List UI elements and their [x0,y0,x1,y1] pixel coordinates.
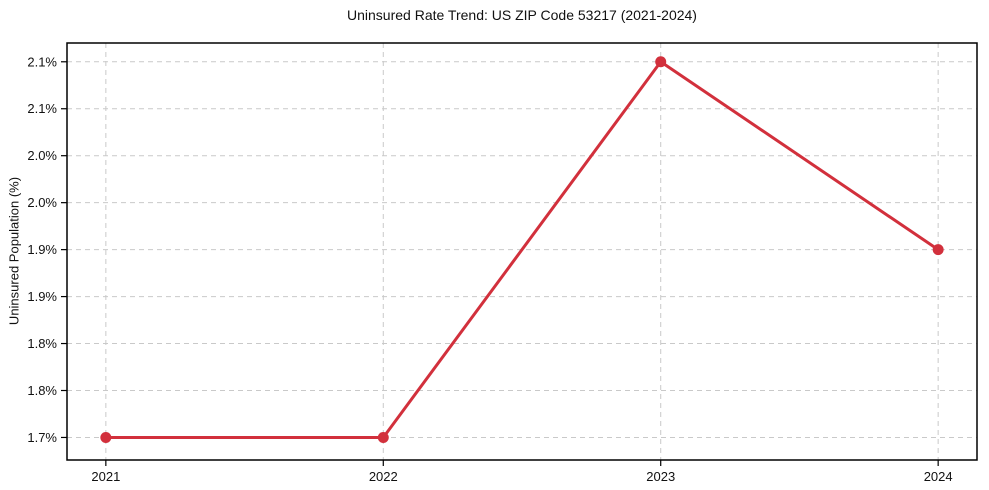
data-point-marker [377,431,389,443]
y-tick-label: 1.7% [27,430,57,445]
x-tick-label: 2023 [646,469,675,484]
x-tick-label: 2021 [91,469,120,484]
chart-title: Uninsured Rate Trend: US ZIP Code 53217 … [347,7,697,23]
data-point-marker [655,56,667,68]
data-point-marker [100,431,112,443]
y-tick-label: 2.1% [27,54,57,69]
y-tick-label: 1.9% [27,289,57,304]
trend-line [104,60,940,439]
x-tick-label: 2024 [924,469,953,484]
y-tick-label: 1.9% [27,242,57,257]
x-tick-label: 2022 [369,469,398,484]
plot-border [66,42,978,461]
y-tick-label: 2.0% [27,195,57,210]
data-point-marker [932,244,944,256]
y-tick-label: 1.8% [27,383,57,398]
y-tick-label: 2.1% [27,101,57,116]
y-tick-label: 1.8% [27,336,57,351]
y-tick-label: 2.0% [27,148,57,163]
